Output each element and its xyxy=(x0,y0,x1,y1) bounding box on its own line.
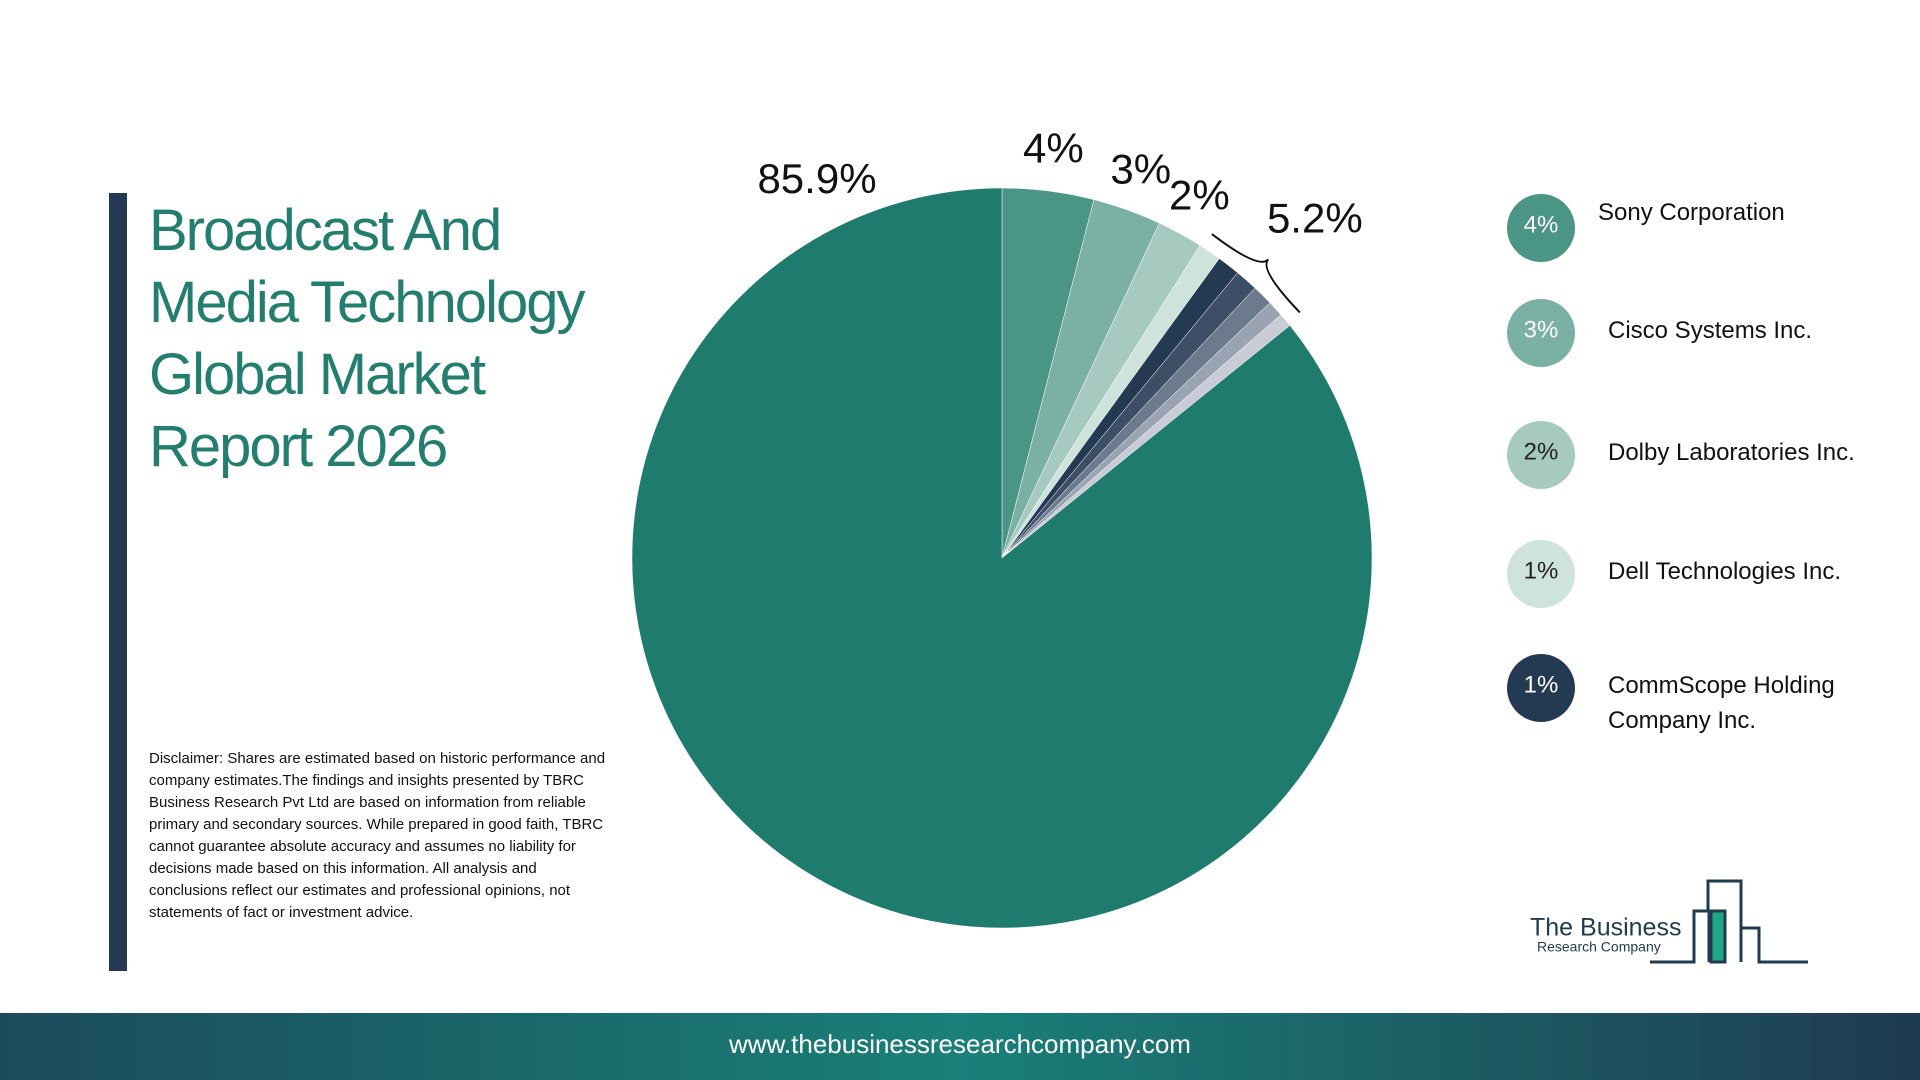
legend-label: Dell Technologies Inc. xyxy=(1608,558,1842,585)
logo xyxy=(1650,879,1808,964)
pie-slice xyxy=(631,187,1373,929)
disclaimer: Disclaimer: Shares are estimated based o… xyxy=(149,750,606,921)
legend-value: 1% xyxy=(1524,671,1559,698)
data-label: 85.9% xyxy=(757,155,876,202)
accent-bar xyxy=(109,193,127,971)
logo-shape xyxy=(1650,909,1711,964)
logo-shape xyxy=(1706,879,1743,962)
legend-label: Sony Corporation xyxy=(1598,199,1785,226)
logo-shape xyxy=(1709,909,1727,964)
title: Broadcast And Media Technology Global Ma… xyxy=(149,198,585,479)
legend-value: 2% xyxy=(1524,438,1559,465)
logo-text: The Business xyxy=(1530,914,1681,942)
data-label: 2% xyxy=(1169,172,1230,219)
legend-label: Cisco Systems Inc. xyxy=(1608,317,1813,344)
legend-marker xyxy=(1507,194,1575,262)
legend-marker xyxy=(1507,421,1575,489)
data-label: 3% xyxy=(1110,145,1171,192)
legend-marker xyxy=(1507,540,1575,608)
legend-value: 1% xyxy=(1524,557,1559,584)
legend-label: Dolby Laboratories Inc. xyxy=(1608,439,1855,466)
footer: www.thebusinessresearchcompany.com xyxy=(0,1013,1920,1080)
bracket-label: 5.2% xyxy=(1267,195,1363,242)
legend-value: 3% xyxy=(1524,316,1559,343)
legend-marker xyxy=(1507,654,1575,722)
legend-marker xyxy=(1507,299,1575,367)
logo-shape xyxy=(1741,926,1808,964)
logo-text: Research Company xyxy=(1537,939,1661,955)
legend-value: 4% xyxy=(1524,211,1559,238)
legend-label: CommScope Holding Company Inc. xyxy=(1608,672,1835,734)
data-label: 4% xyxy=(1023,124,1084,171)
chart: The Business Research Company 4% 3%2%85.9… xyxy=(631,124,1808,964)
